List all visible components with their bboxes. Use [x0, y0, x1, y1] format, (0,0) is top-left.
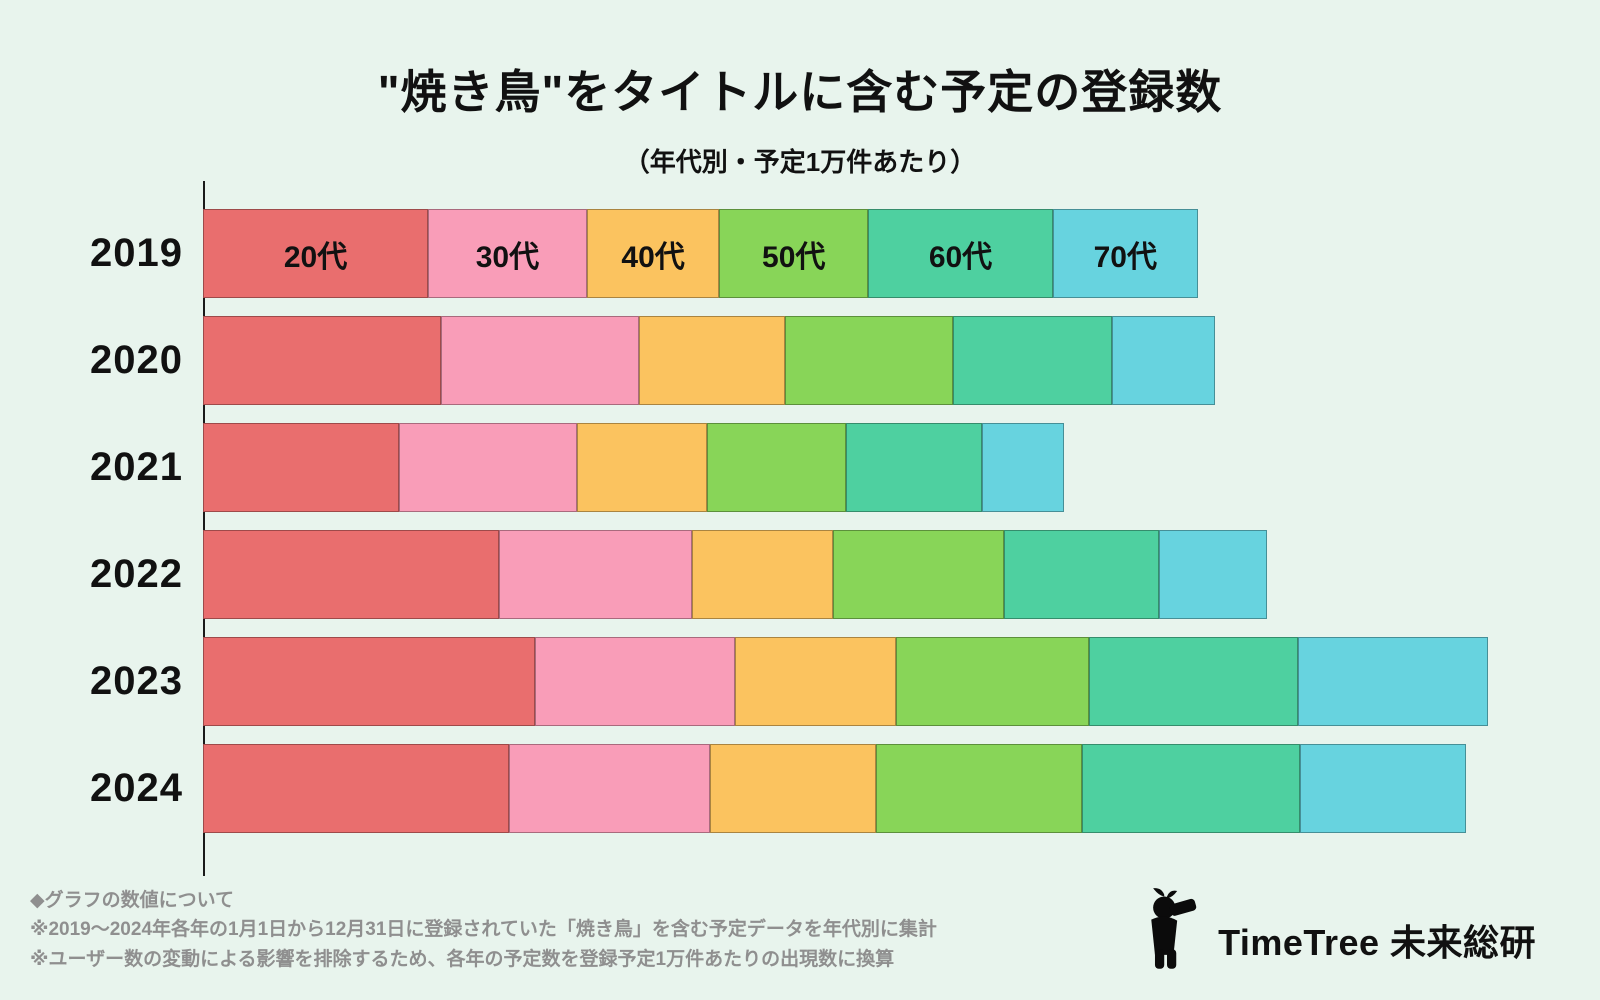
bar-segment-60代: [1089, 637, 1299, 726]
page-title: "焼き鳥"をタイトルに含む予定の登録数: [377, 66, 1223, 118]
stacked-bar: [203, 530, 1488, 619]
bar-segment-30代: [509, 744, 711, 833]
bar-segment-50代: [896, 637, 1090, 726]
bar-segment-70代: [1159, 530, 1267, 619]
bar-segment-70代: [981, 423, 1064, 512]
year-label: 2024: [90, 766, 183, 810]
bar-segment-20代: [203, 637, 535, 726]
bar-segment-70代: [1298, 637, 1488, 726]
bar-segment-20代: [203, 530, 500, 619]
chart-row: 2023: [78, 637, 1600, 726]
bar-segment-70代: 70代: [1052, 209, 1198, 298]
bar-segment-40代: 40代: [586, 209, 720, 298]
y-axis-line: [203, 181, 205, 876]
stacked-bar: [203, 316, 1488, 405]
chart-row: 2020: [78, 316, 1600, 405]
chart-row: 2019 20代 30代 40代 50代 60代 70代: [78, 209, 1600, 298]
footnote-1: ※2019～2024年各年の1月1日から12月31日に登録されていた「焼き鳥」を…: [30, 919, 937, 941]
bar-segment-60代: [1082, 744, 1301, 833]
bar-segment-60代: [845, 423, 982, 512]
logo-text: TimeTree 未来総研: [1218, 922, 1536, 963]
year-label: 2021: [90, 445, 183, 489]
bar-segment-30代: 30代: [428, 209, 587, 298]
observer-with-binoculars-silhouette-icon: [1130, 886, 1204, 970]
bar-segment-60代: 60代: [868, 209, 1053, 298]
chart-row: 2024: [78, 744, 1600, 833]
chart-row: 2021: [78, 423, 1600, 512]
bar-segment-30代: [398, 423, 577, 512]
bar-segment-60代: [1003, 530, 1160, 619]
bar-segment-30代: [534, 637, 736, 726]
page-subtitle: （年代別・予定1万件あたり）: [623, 147, 977, 177]
year-label: 2023: [90, 659, 183, 703]
bar-segment-20代: [203, 423, 399, 512]
bar-segment-20代: 20代: [203, 209, 429, 298]
stacked-bar-chart: 2019 20代 30代 40代 50代 60代 70代 2020 2021 2022 2023 20…: [78, 181, 1600, 876]
bar-segment-70代: [1112, 316, 1215, 405]
year-label: 2020: [90, 338, 183, 382]
bar-segment-40代: [639, 316, 785, 405]
bar-segment-70代: [1300, 744, 1466, 833]
bar-segment-30代: [499, 530, 693, 619]
bar-segment-50代: [707, 423, 846, 512]
bar-segment-50代: 50代: [719, 209, 869, 298]
bar-segment-20代: [203, 744, 510, 833]
bar-segment-30代: [441, 316, 640, 405]
stacked-bar: 20代 30代 40代 50代 60代 70代: [203, 209, 1488, 298]
year-label: 2019: [90, 231, 183, 275]
chart-rows: 2019 20代 30代 40代 50代 60代 70代 2020 2021 2022 2023 20…: [78, 209, 1600, 833]
footnote-2: ※ユーザー数の変動による影響を排除するため、各年の予定数を登録予定1万件あたりの…: [30, 948, 895, 970]
bar-segment-50代: [784, 316, 954, 405]
chart-row: 2022: [78, 530, 1600, 619]
stacked-bar: [203, 423, 1488, 512]
stacked-bar: [203, 744, 1488, 833]
bar-segment-40代: [692, 530, 833, 619]
bar-segment-40代: [710, 744, 877, 833]
footnote-heading: ◆グラフの数値について: [30, 889, 235, 911]
bar-segment-60代: [953, 316, 1113, 405]
stacked-bar: [203, 637, 1488, 726]
footnotes: ◆グラフの数値について ※2019～2024年各年の1月1日から12月31日に登…: [30, 886, 937, 974]
bar-segment-50代: [832, 530, 1004, 619]
bar-segment-50代: [876, 744, 1083, 833]
bar-segment-40代: [576, 423, 708, 512]
timetree-logo: TimeTree 未来総研: [1130, 886, 1536, 970]
year-label: 2022: [90, 552, 183, 596]
bar-segment-40代: [735, 637, 897, 726]
bar-segment-20代: [203, 316, 442, 405]
